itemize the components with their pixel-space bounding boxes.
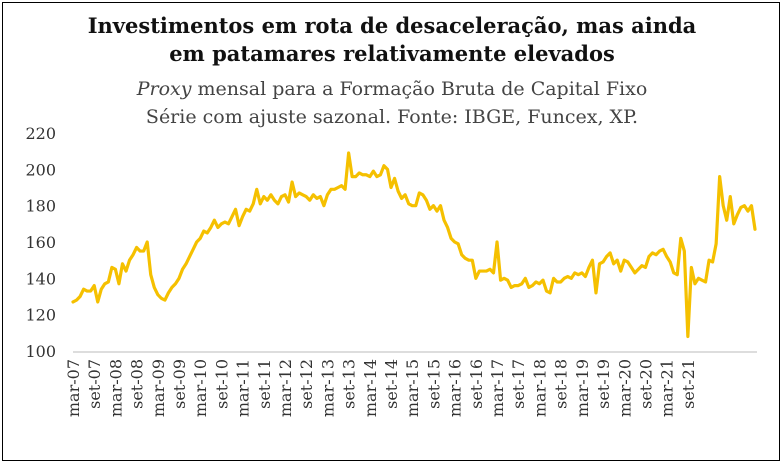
x-tick-label: set-21 <box>679 359 698 409</box>
x-tick-label: set-11 <box>255 359 274 409</box>
x-tick-label: mar-17 <box>488 359 507 417</box>
x-tick-label: mar-08 <box>106 359 125 417</box>
x-tick-label: set-09 <box>170 359 189 409</box>
y-tick-label: 140 <box>25 269 56 288</box>
x-tick-label: mar-09 <box>149 359 168 417</box>
x-tick-label: mar-20 <box>615 359 634 417</box>
chart-subtitle-line-2: Série com ajuste sazonal. Fonte: IBGE, F… <box>145 106 639 128</box>
x-tick-label: set-19 <box>594 359 613 409</box>
y-tick-label: 160 <box>25 233 56 252</box>
x-tick-label: set-16 <box>467 359 486 409</box>
x-tick-label: set-20 <box>636 359 655 409</box>
y-tick-label: 120 <box>25 306 56 325</box>
x-tick-label: mar-12 <box>276 359 295 417</box>
x-tick-label: mar-10 <box>191 359 210 417</box>
x-tick-label: mar-16 <box>446 359 465 417</box>
chart-title-line-1: Investimentos em rota de desaceleração, … <box>87 13 697 38</box>
y-tick-label: 100 <box>25 342 56 361</box>
chart-frame <box>2 2 780 461</box>
x-tick-label: set-15 <box>424 359 443 409</box>
subtitle-line-1-rest: mensal para a Formação Bruta de Capital … <box>191 78 648 100</box>
y-tick-label: 200 <box>25 160 56 179</box>
x-tick-label: set-07 <box>85 359 104 409</box>
x-tick-label: mar-15 <box>403 359 422 417</box>
chart-title-line-2: em patamares relativamente elevados <box>169 41 615 66</box>
x-tick-label: set-12 <box>297 359 316 409</box>
chart-subtitle-line-1: Proxy mensal para a Formação Bruta de Ca… <box>0 77 784 101</box>
x-tick-label: mar-21 <box>658 359 677 417</box>
x-tick-label: mar-19 <box>573 359 592 417</box>
subtitle-italic-word: Proxy <box>136 78 192 100</box>
x-tick-label: set-14 <box>382 359 401 409</box>
x-tick-label: set-18 <box>552 359 571 409</box>
x-tick-label: mar-18 <box>530 359 549 417</box>
x-tick-label: set-13 <box>340 359 359 409</box>
x-tick-label: set-10 <box>212 359 231 409</box>
series-line <box>71 151 757 339</box>
x-tick-label: set-17 <box>509 359 528 409</box>
x-tick-label: set-08 <box>128 359 147 409</box>
y-tick-label: 220 <box>25 124 56 143</box>
y-tick-label: 180 <box>25 197 56 216</box>
x-tick-label: mar-13 <box>318 359 337 417</box>
x-tick-label: mar-07 <box>64 359 83 417</box>
x-tick-label: mar-11 <box>234 359 253 417</box>
x-tick-label: mar-14 <box>361 359 380 417</box>
